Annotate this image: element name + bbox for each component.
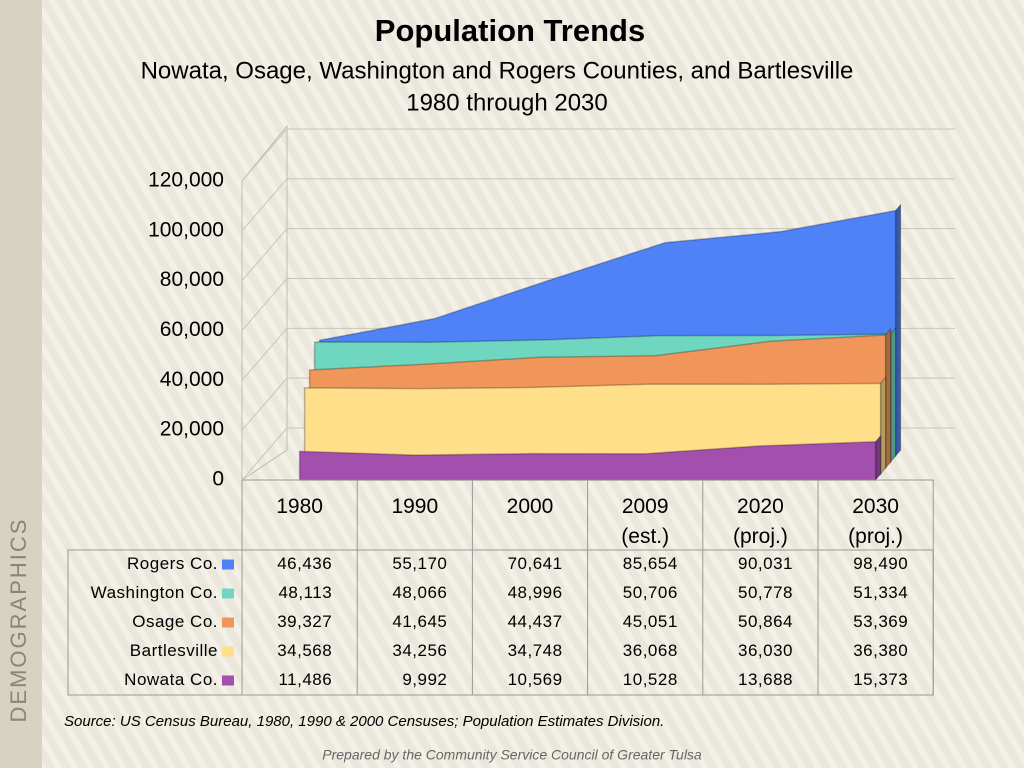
legend-swatch	[222, 588, 234, 599]
y-tick-label: 0	[212, 468, 224, 491]
table-cell: 50,706	[623, 583, 678, 602]
table-cell: 36,380	[853, 641, 908, 660]
table-cell: 48,066	[392, 583, 447, 602]
table-cell: 39,327	[277, 612, 332, 631]
table-cell: 36,068	[623, 641, 678, 660]
area	[298, 440, 877, 481]
legend-label: Rogers Co.	[127, 554, 218, 573]
table-cell: 46,436	[277, 554, 332, 573]
x-tick-label: 2000	[507, 495, 554, 518]
y-tick-label: 100,000	[148, 218, 224, 241]
table-cell: 85,654	[623, 554, 678, 573]
table-cell: 50,864	[738, 612, 793, 631]
x-tick-label: 1990	[391, 495, 438, 518]
footer: Prepared by the Community Service Counci…	[322, 747, 702, 763]
table-cell: 36,030	[738, 641, 793, 660]
x-tick-label: 1980	[276, 495, 323, 518]
table-cell: 9,992	[402, 670, 447, 689]
grid-line	[241, 228, 955, 281]
grid-line	[241, 128, 955, 182]
y-tick-label: 120,000	[148, 169, 224, 192]
table-cell: 34,748	[508, 641, 563, 660]
table-cell: 50,778	[738, 583, 793, 602]
legend-label: Washington Co.	[91, 583, 218, 602]
table-cell: 48,113	[278, 583, 332, 602]
legend-swatch	[222, 675, 234, 686]
grid-line	[241, 178, 955, 232]
table-border	[67, 549, 934, 696]
table-cell: 45,051	[623, 612, 678, 631]
legend-swatch	[222, 559, 234, 570]
y-tick-label: 20,000	[160, 418, 224, 441]
side-band	[0, 0, 42, 768]
table-cell: 11,486	[278, 670, 332, 689]
table-cell: 48,996	[508, 583, 563, 602]
legend-label: Bartlesville	[130, 641, 218, 660]
legend-label: Osage Co.	[132, 612, 218, 631]
x-tick-label: 2020 (proj.)	[733, 495, 788, 548]
table-cell: 98,490	[853, 554, 908, 573]
legend-swatch	[222, 617, 234, 628]
table-cell: 90,031	[738, 554, 793, 573]
table-cell: 15,373	[853, 670, 908, 689]
x-tick-label: 2009 (est.)	[621, 495, 669, 548]
y-tick-label: 60,000	[160, 318, 224, 341]
legend-swatch	[222, 646, 234, 657]
x-tick-label: 2030 (proj.)	[848, 495, 903, 548]
table-cell: 51,334	[853, 583, 908, 602]
table-cell: 55,170	[392, 554, 447, 573]
table-cell: 10,569	[508, 670, 563, 689]
y-tick-label: 40,000	[160, 368, 224, 391]
chart-subtitle: Nowata, Osage, Washington and Rogers Cou…	[141, 57, 854, 84]
chart-title: Population Trends	[375, 13, 645, 48]
source-note: Source: US Census Bureau, 1980, 1990 & 2…	[64, 713, 664, 730]
table-cell: 34,568	[277, 641, 332, 660]
table-cell: 44,437	[508, 612, 563, 631]
chart-subtitle: 1980 through 2030	[406, 89, 608, 116]
table-cell: 34,256	[392, 641, 447, 660]
legend-label: Nowata Co.	[124, 670, 218, 689]
table-cell: 41,645	[392, 612, 447, 631]
table-cell: 13,688	[738, 670, 793, 689]
table-cell: 70,641	[508, 554, 563, 573]
y-tick-label: 80,000	[160, 268, 224, 291]
side-label: DEMOGRAPHICS	[6, 518, 31, 723]
table-cell: 10,528	[623, 670, 678, 689]
table-cell: 53,369	[853, 612, 908, 631]
